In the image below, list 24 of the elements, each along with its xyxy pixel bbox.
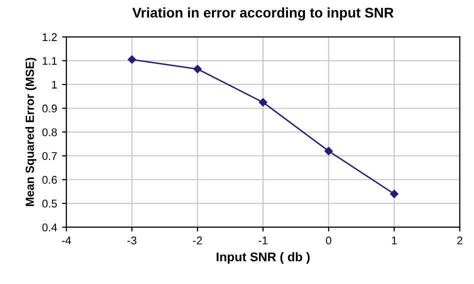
y-tick-label: 1 [52, 80, 57, 89]
y-tick-label: 1.1 [42, 57, 57, 65]
x-axis-title: Input SNR ( db ) [216, 252, 310, 264]
x-tick-label: 0 [326, 236, 332, 244]
x-tick-label: -1 [258, 236, 268, 244]
point [193, 64, 202, 74]
x-tick-label: -2 [193, 236, 202, 244]
y-tick-label: 0.4 [42, 223, 58, 232]
point [128, 55, 136, 64]
y-tick-label: 0.6 [42, 176, 57, 184]
chart-title: Vriation in error according to input SNR [132, 7, 394, 20]
y-tick-label: 0.8 [42, 128, 57, 136]
y-tick-label: 1.2 [42, 33, 57, 41]
point [258, 98, 268, 106]
y-tick-label: 0.7 [42, 152, 57, 160]
y-axis-title: Mean Squared Error (MSE) [25, 58, 36, 206]
x-tick-label: -3 [127, 236, 136, 244]
x-tick-label: 1 [392, 236, 397, 244]
x-tick-label: 2 [457, 236, 462, 244]
point [324, 146, 333, 156]
point [390, 190, 398, 198]
x-tick-label: -4 [62, 236, 71, 244]
y-tick-label: 0.9 [42, 104, 57, 112]
y-tick-label: 0.5 [42, 200, 57, 208]
